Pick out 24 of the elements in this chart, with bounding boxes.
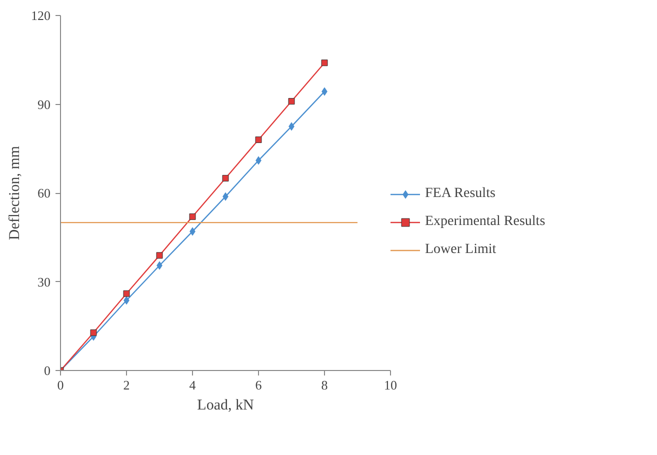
x-tick-label: 6: [255, 378, 262, 392]
point: [156, 252, 163, 259]
x-tick-label: 8: [321, 378, 328, 392]
legend-label: FEA Results: [425, 186, 496, 202]
y-tick-label: 0: [44, 363, 50, 378]
point: [123, 290, 130, 297]
y-tick-label: 30: [38, 274, 50, 290]
point: [255, 136, 262, 143]
y-tick-label: 120: [31, 8, 50, 23]
point: [222, 174, 229, 182]
point: [321, 60, 328, 66]
point: [189, 213, 196, 220]
legend-label: Experimental Results: [425, 214, 546, 230]
x-tick-label: 2: [123, 378, 130, 392]
legend-label: Lower Limit: [425, 242, 496, 258]
point: [90, 329, 97, 336]
x-axis-title: Load, kN: [197, 398, 254, 414]
y-tick-label: 90: [38, 96, 50, 112]
y-tick-label: 60: [38, 186, 50, 200]
x-tick-label: 4: [189, 378, 196, 392]
x-tick-label: 10: [384, 378, 397, 392]
y-axis-title: Deflection, mm: [7, 146, 23, 240]
point: [288, 98, 295, 105]
x-tick-label: 0: [57, 378, 64, 392]
